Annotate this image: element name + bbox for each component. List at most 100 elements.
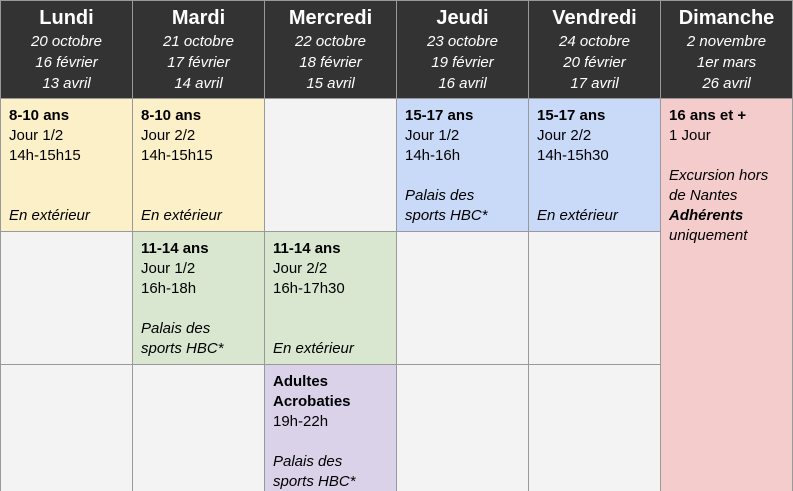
day-name: Jeudi (436, 6, 489, 29)
cell-line (141, 166, 256, 186)
cell-line: 11-14 ans (273, 240, 341, 257)
day-header-lundi: Lundi 20 octobre 16 février 13 avril (0, 0, 133, 99)
cell-line: sports HBC* (273, 473, 356, 490)
date-line: 13 avril (42, 74, 91, 92)
day-header-dimanche: Dimanche 2 novembre 1er mars 26 avril (660, 0, 793, 99)
cell-line: sports HBC* (405, 207, 488, 224)
schedule-cell: 8-10 ans Jour 2/2 14h-15h15 En extérieur (132, 98, 265, 232)
day-name: Mercredi (288, 6, 373, 29)
cell-line: Jour 2/2 (141, 127, 196, 144)
cell-line (273, 319, 388, 339)
cell-line: Palais des (405, 187, 475, 204)
cell-line: 15-17 ans (537, 107, 606, 124)
empty-cell (528, 231, 661, 365)
day-header-mercredi: Mercredi 22 octobre 18 février 15 avril (264, 0, 397, 99)
date-line: 20 octobre (31, 32, 102, 50)
cell-line: Jour 1/2 (405, 127, 460, 144)
day-name: Lundi (39, 6, 94, 29)
schedule-header: Lundi 20 octobre 16 février 13 avril Mardi 21… (0, 0, 793, 99)
cell-line (141, 186, 256, 206)
cell-line: 14h-16h (405, 147, 461, 164)
date-line: 14 avril (174, 74, 223, 92)
schedule-cell: 15-17 ans Jour 2/2 14h-15h30 En extérieur (528, 98, 661, 232)
date-line: 1er mars (696, 53, 757, 71)
cell-line: Jour 1/2 (9, 127, 64, 144)
day-header-mardi: Mardi 21 octobre 17 février 14 avril (132, 0, 265, 99)
date-line: 17 février (167, 53, 230, 71)
cell-line: Excursion hors (669, 167, 769, 184)
cell-line: uniquement (669, 227, 748, 244)
date-line: 2 novembre (686, 32, 767, 50)
cell-line: Palais des (273, 453, 343, 470)
day-name: Dimanche (678, 6, 775, 29)
date-line: 20 février (563, 53, 626, 71)
schedule-cell: 11-14 ans Jour 1/2 16h-18h Palais des sports… (132, 231, 265, 365)
schedule-row: 8-10 ans Jour 1/2 14h-15h15 En extérieur 8-1… (0, 98, 793, 491)
day-header-vendredi: Vendredi 24 octobre 20 février 17 avril (528, 0, 661, 99)
cell-line: 8-10 ans (141, 107, 202, 124)
date-line: 16 avril (438, 74, 487, 92)
date-line: 19 février (431, 53, 494, 71)
day-name: Mardi (171, 6, 226, 29)
cell-line: 14h-15h30 (537, 147, 609, 164)
cell-line (141, 299, 256, 319)
schedule-cell: 16 ans et + 1 Jour Excursion hors de Nantes… (660, 98, 793, 491)
empty-cell (264, 98, 397, 232)
empty-cell (0, 364, 133, 491)
cell-line: sports HBC* (141, 340, 224, 357)
cell-line (9, 166, 124, 186)
cell-line: Acrobaties (273, 393, 351, 410)
date-line: 21 octobre (163, 32, 234, 50)
cell-line (9, 186, 124, 206)
day-name: Vendredi (552, 6, 637, 29)
cell-line (405, 166, 520, 186)
empty-cell (0, 231, 133, 365)
cell-line: 8-10 ans (9, 107, 70, 124)
date-line: 22 octobre (295, 32, 366, 50)
schedule-cell: 11-14 ans Jour 2/2 16h-17h30 En extérieur (264, 231, 397, 365)
cell-line: 11-14 ans (141, 240, 209, 257)
schedule-row: 11-14 ans Jour 1/2 16h-18h Palais des sports… (0, 231, 793, 365)
schedule-cell: 15-17 ans Jour 1/2 14h-16h Palais des sports… (396, 98, 529, 232)
cell-line: Palais des (141, 320, 211, 337)
schedule-cell: 8-10 ans Jour 1/2 14h-15h15 En extérieur (0, 98, 133, 232)
cell-line: 19h-22h (273, 413, 329, 430)
cell-line (669, 146, 784, 166)
day-header-jeudi: Jeudi 23 octobre 19 février 16 avril (396, 0, 529, 99)
cell-line: de Nantes (669, 187, 738, 204)
cell-line (537, 186, 652, 206)
empty-cell (396, 231, 529, 365)
schedule-cell: Adultes Acrobaties 19h-22h Palais des sports… (264, 364, 397, 491)
cell-line: En extérieur (273, 340, 354, 357)
date-line: 17 avril (570, 74, 619, 92)
cell-line: 14h-15h15 (141, 147, 213, 164)
date-line: 23 octobre (427, 32, 498, 50)
cell-line: En extérieur (9, 207, 90, 224)
cell-line: En extérieur (537, 207, 618, 224)
cell-line (273, 432, 388, 452)
cell-line: En extérieur (141, 207, 222, 224)
date-line: 26 avril (702, 74, 751, 92)
schedule-body: 8-10 ans Jour 1/2 14h-15h15 En extérieur 8-1… (0, 98, 793, 491)
cell-line: 1 Jour (669, 127, 711, 144)
cell-line: Jour 2/2 (273, 260, 328, 277)
cell-line: 14h-15h15 (9, 147, 81, 164)
empty-cell (132, 364, 265, 491)
header-row: Lundi 20 octobre 16 février 13 avril Mardi 21… (0, 0, 793, 99)
cell-line: 16h-18h (141, 280, 197, 297)
cell-line: 16 ans et + (669, 107, 747, 124)
cell-line: Adhérents (669, 207, 744, 224)
empty-cell (396, 364, 529, 491)
cell-line: Jour 2/2 (537, 127, 592, 144)
cell-line: 16h-17h30 (273, 280, 345, 297)
empty-cell (528, 364, 661, 491)
date-line: 24 octobre (559, 32, 630, 50)
date-line: 15 avril (306, 74, 355, 92)
schedule-row: Adultes Acrobaties 19h-22h Palais des sports… (0, 364, 793, 491)
cell-line: Adultes (273, 373, 329, 390)
date-line: 18 février (299, 53, 362, 71)
cell-line (273, 299, 388, 319)
cell-line: 15-17 ans (405, 107, 474, 124)
